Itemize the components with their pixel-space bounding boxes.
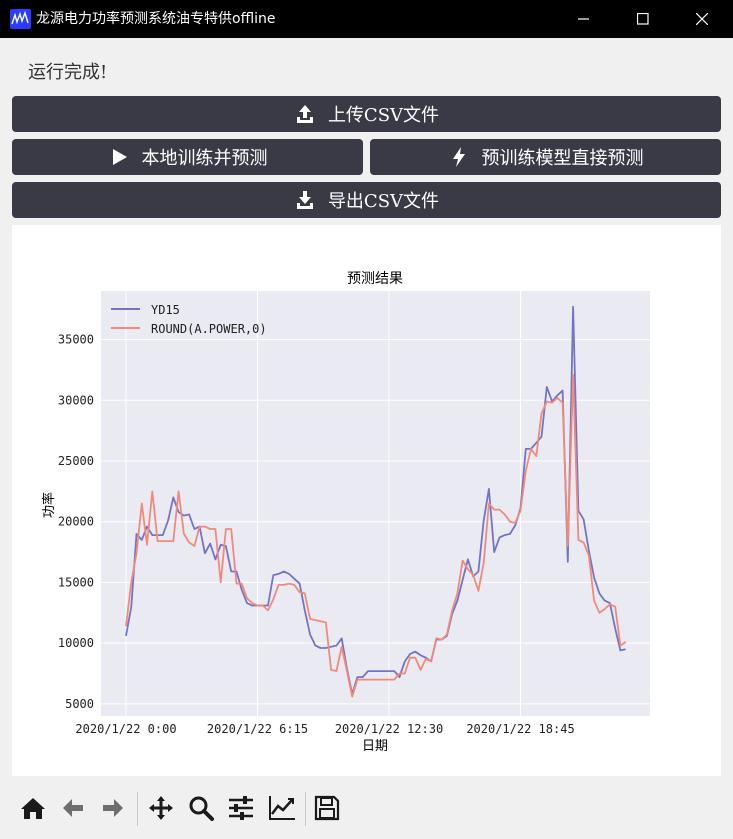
x-tick-label: 2020/1/22 18:45	[466, 722, 574, 736]
lightning-icon	[452, 147, 465, 167]
prediction-chart: 5000 10000 15000 20000 25000 30000 35000 2020/…	[41, 271, 650, 754]
legend-label-yd15: YD15	[151, 303, 180, 317]
navigation-toolbar	[0, 780, 733, 839]
grid-lines	[101, 291, 650, 716]
maximize-button[interactable]	[614, 0, 673, 38]
configure-subplots-icon	[229, 796, 253, 820]
plot-canvas[interactable]: 5000 10000 15000 20000 25000 30000 35000 2020/…	[12, 225, 721, 776]
pretrained-predict-button[interactable]: 预训练模型直接预测	[370, 139, 721, 175]
pretrained-predict-label: 预训练模型直接预测	[481, 148, 644, 169]
pan-icon	[149, 796, 173, 820]
home-button[interactable]	[15, 790, 51, 826]
y-tick-label: 20000	[58, 515, 94, 529]
legend-label-actual-power: ROUND(A.POWER,0)	[151, 322, 267, 336]
close-icon	[696, 13, 708, 25]
forward-button[interactable]	[95, 790, 131, 826]
y-tick-label: 5000	[65, 697, 94, 711]
edit-axes-button[interactable]	[263, 790, 299, 826]
train-predict-label: 本地训练并预测	[141, 148, 268, 169]
export-csv-label: 导出CSV文件	[327, 191, 440, 212]
save-icon	[314, 795, 340, 821]
zoom-button[interactable]	[183, 790, 219, 826]
y-tick-label: 35000	[58, 333, 94, 347]
zoom-icon	[189, 796, 214, 821]
minimize-icon	[578, 18, 589, 20]
play-icon	[112, 149, 127, 165]
upload-icon	[296, 105, 313, 123]
back-button[interactable]	[55, 790, 91, 826]
forward-arrow-icon	[103, 799, 123, 817]
title-bar: 龙源电力功率预测系统油专特供offline	[0, 0, 733, 38]
y-tick-label: 15000	[58, 575, 94, 589]
y-tick-label: 30000	[58, 393, 94, 407]
x-axis-label: 日期	[362, 739, 388, 754]
maximize-icon	[637, 13, 649, 25]
upload-csv-button[interactable]: 上传CSV文件	[12, 96, 721, 132]
back-arrow-icon	[63, 799, 83, 817]
chart-title: 预测结果	[347, 271, 403, 287]
y-axis-label: 功率	[41, 492, 57, 518]
toolbar-separator	[137, 792, 138, 826]
y-tick-label: 10000	[58, 636, 94, 650]
close-button[interactable]	[673, 0, 732, 38]
download-icon	[296, 191, 313, 209]
y-tick-label: 25000	[58, 454, 94, 468]
x-tick-label: 2020/1/22 0:00	[75, 722, 176, 736]
series-line-yd15	[125, 305, 626, 696]
plot-area	[101, 291, 650, 716]
legend: YD15 ROUND(A.POWER,0)	[111, 303, 267, 336]
y-tick-labels: 5000 10000 15000 20000 25000 30000 35000	[58, 333, 94, 711]
x-tick-label: 2020/1/22 6:15	[207, 722, 308, 736]
save-figure-button[interactable]	[309, 790, 345, 826]
series-line-actual-power	[125, 373, 627, 698]
x-tick-labels: 2020/1/22 0:00 2020/1/22 6:15 2020/1/22 12…	[75, 722, 574, 736]
x-tick-label: 2020/1/22 12:30	[335, 722, 443, 736]
app-logo-icon	[10, 9, 31, 29]
edit-axes-icon	[269, 796, 295, 820]
series-lines	[125, 305, 627, 698]
status-text: 运行完成!	[28, 62, 108, 83]
train-predict-button[interactable]: 本地训练并预测	[12, 139, 363, 175]
home-icon	[21, 798, 45, 819]
configure-subplots-button[interactable]	[223, 790, 259, 826]
upload-csv-label: 上传CSV文件	[327, 105, 440, 126]
minimize-button[interactable]	[555, 0, 614, 38]
toolbar-separator	[305, 792, 306, 826]
export-csv-button[interactable]: 导出CSV文件	[12, 182, 721, 218]
pan-button[interactable]	[143, 790, 179, 826]
window-title: 龙源电力功率预测系统油专特供offline	[36, 11, 276, 27]
